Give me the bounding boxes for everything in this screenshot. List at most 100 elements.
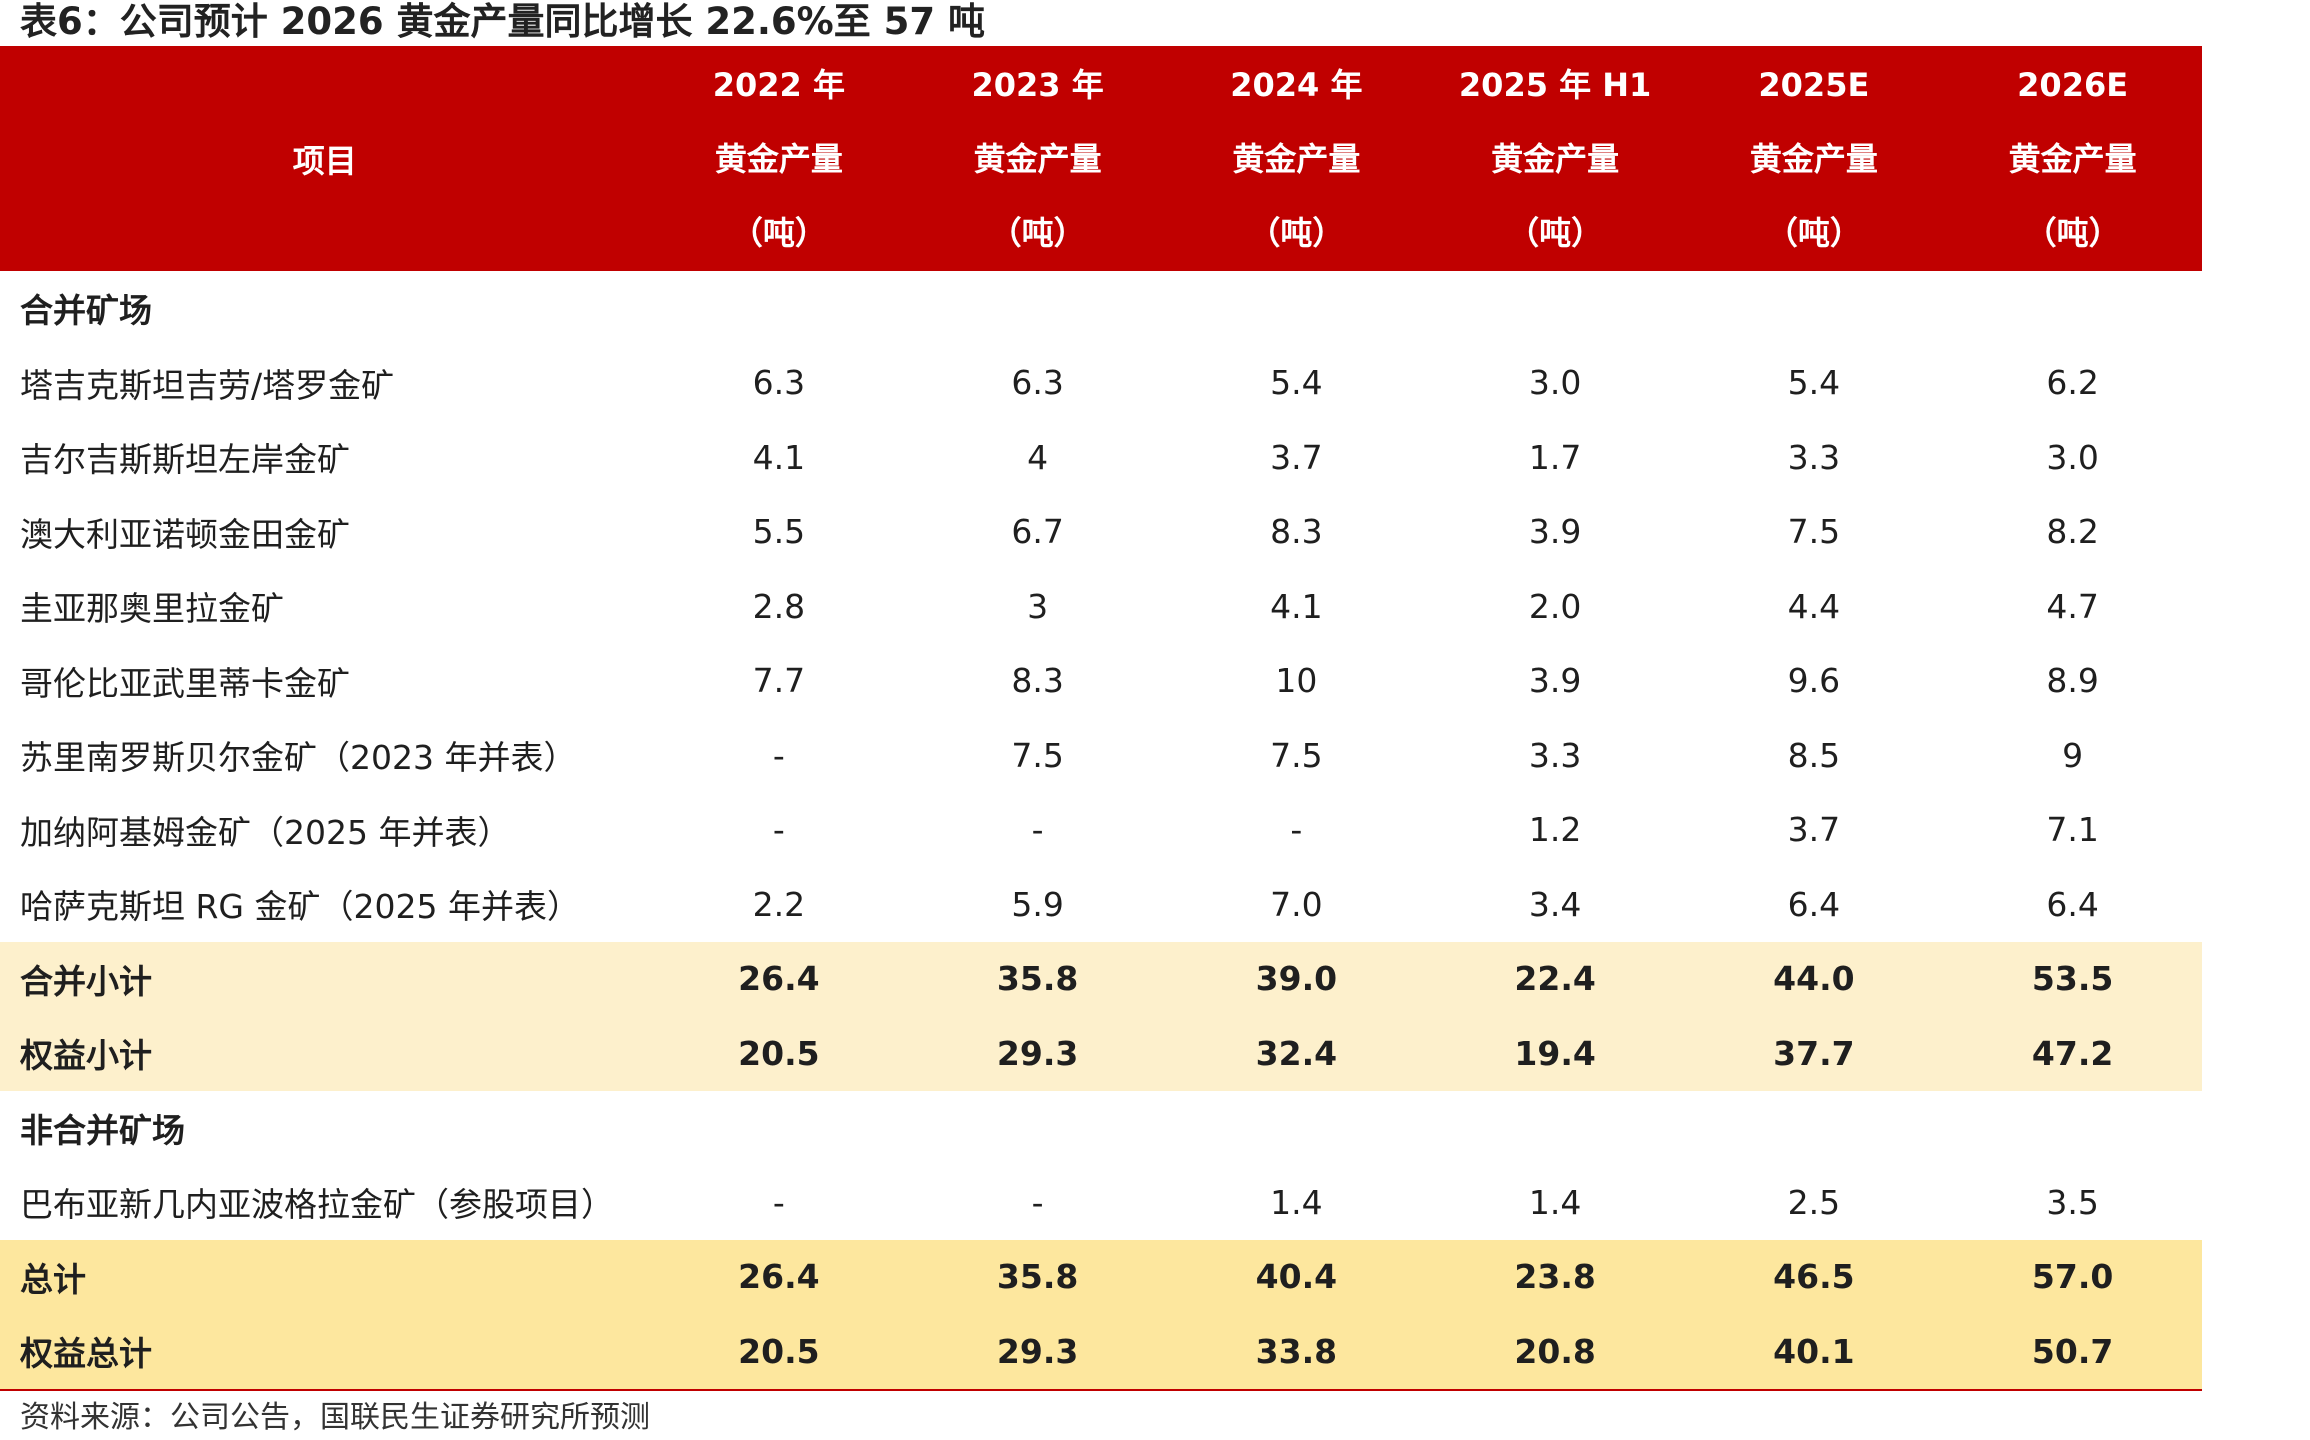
cell-value: 29.3 <box>908 1314 1167 1391</box>
table-row: 苏里南罗斯贝尔金矿（2023 年并表） - 7.5 7.5 3.3 8.5 9 <box>0 718 2202 793</box>
cell-value <box>1167 271 1426 346</box>
cell-value: 4 <box>1027 437 1049 477</box>
cell-value: 7.0 <box>1270 884 1323 924</box>
table-row: 圭亚那奥里拉金矿 2.8 3 4.1 2.0 4.4 4.7 <box>0 569 2202 644</box>
cell-value: 3.7 <box>1270 437 1323 477</box>
cell-value: 46.5 <box>1684 1239 1944 1314</box>
cell-value: 32.4 <box>1166 1016 1426 1091</box>
cell-value: 29.3 <box>908 1016 1167 1091</box>
row-label: 巴布亚新几内亚波格拉金矿（参股项目） <box>20 1185 614 1225</box>
cell-value: 19.4 <box>1425 1016 1685 1091</box>
table-row: 哈萨克斯坦 RG 金矿（2025 年并表） 2.2 5.9 7.0 3.4 6.… <box>0 867 2202 942</box>
cell-value: 3.9 <box>1528 512 1582 552</box>
cell-value: 9 <box>2062 735 2084 775</box>
cell-value: 2.0 <box>1528 586 1582 626</box>
header-metric: 黄金产量 <box>1491 139 1620 178</box>
row-label: 总计 <box>0 1239 650 1314</box>
equity-total-row: 权益总计 20.5 29.3 33.8 20.8 40.1 50.7 <box>0 1314 2202 1391</box>
table-row: 加纳阿基姆金矿（2025 年并表） - - - 1.2 3.7 7.1 <box>0 793 2202 868</box>
source-note: 资料来源：公司公告，国联民生证券研究所预测 <box>20 1400 650 1435</box>
cell-value: 5.4 <box>1270 363 1323 403</box>
cell-value <box>1426 1091 1685 1166</box>
header-year: 2024 年 <box>1230 65 1363 104</box>
cell-value: 5.5 <box>752 512 806 552</box>
cell-value: 33.8 <box>1166 1314 1426 1391</box>
header-year: 2023 年 <box>971 65 1104 104</box>
cell-value: 7.5 <box>1011 735 1064 775</box>
table-row: 澳大利亚诺顿金田金矿 5.5 6.7 8.3 3.9 7.5 8.2 <box>0 495 2202 570</box>
cell-value <box>1943 1091 2202 1166</box>
table-row: 巴布亚新几内亚波格拉金矿（参股项目） - - 1.4 1.4 2.5 3.5 <box>0 1165 2202 1240</box>
cell-value: 3.3 <box>1787 437 1841 477</box>
row-label: 权益小计 <box>0 1016 650 1091</box>
header-unit: （吨） <box>2024 213 2121 252</box>
gold-production-table: 项目 2022 年 黄金产量 （吨） 2023 年 黄金产量 （吨） 2024 … <box>0 46 2202 1391</box>
cell-value: 6.4 <box>2046 884 2099 924</box>
header-unit: （吨） <box>1765 213 1862 252</box>
row-label: 塔吉克斯坦吉劳/塔罗金矿 <box>20 365 395 405</box>
cell-value: 1.4 <box>1270 1182 1323 1222</box>
subtotal-row-equity: 权益小计 20.5 29.3 32.4 19.4 37.7 47.2 <box>0 1016 2202 1091</box>
cell-value <box>1943 271 2202 346</box>
cell-value: 3.4 <box>1528 884 1582 924</box>
cell-value: 20.5 <box>649 1314 909 1391</box>
table-row: 吉尔吉斯斯坦左岸金矿 4.1 4 3.7 1.7 3.3 3.0 <box>0 420 2202 495</box>
header-row: 项目 2022 年 黄金产量 （吨） 2023 年 黄金产量 （吨） 2024 … <box>0 46 2202 271</box>
cell-value: 5.4 <box>1787 363 1841 403</box>
row-label: 圭亚那奥里拉金矿 <box>20 589 284 629</box>
cell-value: 6.2 <box>2046 363 2099 403</box>
header-col-2025h1: 2025 年 H1 黄金产量 （吨） <box>1425 46 1685 271</box>
header-year: 2025E <box>1758 65 1870 104</box>
cell-value: 22.4 <box>1425 941 1685 1016</box>
header-metric: 黄金产量 <box>973 139 1102 178</box>
row-label: 非合并矿场 <box>20 1110 185 1150</box>
cell-value: 50.7 <box>1943 1314 2202 1391</box>
header-unit: （吨） <box>1507 213 1604 252</box>
page-title: 表6：公司预计 2026 黄金产量同比增长 22.6%至 57 吨 <box>20 0 985 43</box>
cell-value <box>1684 271 1943 346</box>
cell-value: 1.7 <box>1528 437 1582 477</box>
cell-value: 3.9 <box>1528 661 1582 701</box>
header-metric: 黄金产量 <box>1232 139 1361 178</box>
cell-value: - <box>772 1182 785 1222</box>
cell-value: 35.8 <box>908 941 1167 1016</box>
section-row-consolidated: 合并矿场 <box>0 271 2202 346</box>
cell-value: 8.9 <box>2046 661 2099 701</box>
cell-value: 7.5 <box>1270 735 1323 775</box>
cell-value: 20.5 <box>649 1016 909 1091</box>
header-col-2026e: 2026E 黄金产量 （吨） <box>1943 46 2202 271</box>
header-col-2024: 2024 年 黄金产量 （吨） <box>1166 46 1426 271</box>
cell-value: - <box>772 735 785 775</box>
table-body: 合并矿场 塔吉克斯坦吉劳/塔罗金矿 6.3 6.3 5.4 3.0 5.4 6.… <box>0 271 2202 1391</box>
cell-value: 47.2 <box>1943 1016 2202 1091</box>
row-label: 苏里南罗斯贝尔金矿（2023 年并表） <box>20 738 577 778</box>
table-row: 塔吉克斯坦吉劳/塔罗金矿 6.3 6.3 5.4 3.0 5.4 6.2 <box>0 346 2202 421</box>
cell-value: 39.0 <box>1166 941 1426 1016</box>
cell-value: 26.4 <box>649 1239 909 1314</box>
row-label: 吉尔吉斯斯坦左岸金矿 <box>20 440 350 480</box>
cell-value: 3.0 <box>1528 363 1582 403</box>
cell-value: 2.5 <box>1787 1182 1841 1222</box>
header-metric: 黄金产量 <box>1749 139 1878 178</box>
section-row-non-consolidated: 非合并矿场 <box>0 1091 2202 1166</box>
cell-value: 8.3 <box>1011 661 1064 701</box>
header-metric: 黄金产量 <box>2008 139 2137 178</box>
cell-value: 3.3 <box>1528 735 1582 775</box>
cell-value: 8.2 <box>2046 512 2099 552</box>
cell-value: 2.2 <box>752 884 806 924</box>
cell-value: 6.7 <box>1011 512 1064 552</box>
cell-value: 4.1 <box>1270 586 1323 626</box>
cell-value: 10 <box>1275 661 1318 701</box>
header-unit: （吨） <box>1248 213 1345 252</box>
cell-value: 44.0 <box>1684 941 1944 1016</box>
header-year: 2022 年 <box>712 65 845 104</box>
cell-value: 3.7 <box>1787 810 1841 850</box>
header-unit: （吨） <box>730 213 827 252</box>
cell-value: 8.5 <box>1787 735 1841 775</box>
total-row: 总计 26.4 35.8 40.4 23.8 46.5 57.0 <box>0 1239 2202 1314</box>
cell-value: - <box>1031 810 1044 850</box>
header-col-2022: 2022 年 黄金产量 （吨） <box>649 46 909 271</box>
cell-value: 35.8 <box>908 1239 1167 1314</box>
cell-value: 57.0 <box>1943 1239 2202 1314</box>
cell-value: 6.3 <box>1011 363 1064 403</box>
